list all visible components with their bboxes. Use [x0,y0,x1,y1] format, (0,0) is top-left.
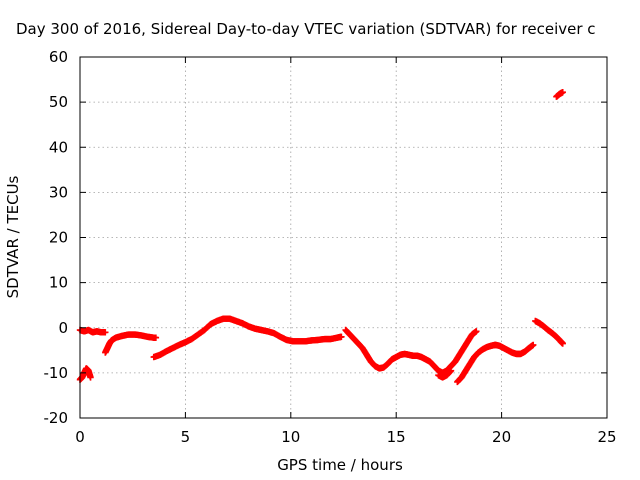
y-tick-label: 20 [49,229,68,247]
x-tick-label: 0 [75,428,85,446]
data-point [530,341,537,349]
axis-ticks [79,56,608,419]
x-tick-label: 15 [387,428,406,446]
data-point [559,340,566,347]
grid-lines [80,57,607,418]
x-tick-label: 10 [281,428,300,446]
x-tick-label: 25 [597,428,616,446]
x-tick-label: 20 [492,428,511,446]
data-point [559,88,566,96]
chart-title: Day 300 of 2016, Sidereal Day-to-day VTE… [16,20,596,38]
y-tick-labels: -20 -10 0 10 20 30 40 50 60 [44,48,69,427]
y-axis-label: SDTVAR / TECUs [4,175,22,298]
y-tick-label: 60 [49,48,68,66]
y-tick-label: 30 [49,183,68,201]
x-tick-label: 5 [181,428,191,446]
y-tick-label: 0 [58,319,68,337]
y-tick-label: -20 [44,409,69,427]
x-axis-label: GPS time / hours [277,456,403,474]
y-tick-label: 40 [49,138,68,156]
data-point [338,333,345,340]
data-point [473,328,480,335]
y-tick-label: -10 [44,364,69,382]
data-point [447,367,455,374]
x-tick-labels: 0 5 10 15 20 25 [75,428,616,446]
y-tick-label: 10 [49,274,68,292]
data-point [87,374,94,381]
data-point [152,334,160,341]
data-points [76,88,566,386]
y-tick-label: 50 [49,93,68,111]
data-point [102,329,109,336]
